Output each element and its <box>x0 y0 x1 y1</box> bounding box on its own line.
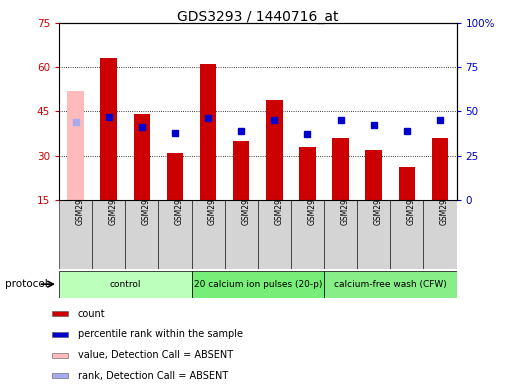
Bar <box>52 311 68 316</box>
Text: GSM296824: GSM296824 <box>407 179 416 225</box>
Text: count: count <box>77 309 105 319</box>
Text: GSM296815: GSM296815 <box>109 179 117 225</box>
Bar <box>101 58 117 200</box>
Text: percentile rank within the sample: percentile rank within the sample <box>77 329 243 339</box>
Bar <box>52 353 68 358</box>
Bar <box>423 200 457 269</box>
Bar <box>432 138 448 200</box>
Bar <box>291 200 324 269</box>
Bar <box>390 200 423 269</box>
Bar <box>233 141 249 200</box>
Bar <box>52 373 68 378</box>
Text: GSM296816: GSM296816 <box>142 179 151 225</box>
Text: GSM296817: GSM296817 <box>175 179 184 225</box>
Text: GSM296823: GSM296823 <box>374 179 383 225</box>
Bar <box>52 332 68 337</box>
Text: GSM296822: GSM296822 <box>341 179 350 225</box>
Text: GSM296819: GSM296819 <box>241 179 250 225</box>
Bar <box>357 200 390 269</box>
Bar <box>67 91 84 200</box>
Bar <box>167 152 183 200</box>
Text: value, Detection Call = ABSENT: value, Detection Call = ABSENT <box>77 350 233 360</box>
Bar <box>324 271 457 298</box>
Text: GSM296814: GSM296814 <box>75 179 85 225</box>
Text: GDS3293 / 1440716_at: GDS3293 / 1440716_at <box>177 10 339 23</box>
Bar <box>258 200 291 269</box>
Bar <box>324 200 357 269</box>
Bar <box>200 64 216 200</box>
Text: control: control <box>109 280 141 289</box>
Bar <box>92 200 125 269</box>
Bar <box>125 200 159 269</box>
Bar <box>299 147 316 200</box>
Bar <box>159 200 191 269</box>
Text: 20 calcium ion pulses (20-p): 20 calcium ion pulses (20-p) <box>193 280 322 289</box>
Bar <box>59 271 191 298</box>
Bar <box>365 150 382 200</box>
Bar <box>332 138 349 200</box>
Text: rank, Detection Call = ABSENT: rank, Detection Call = ABSENT <box>77 371 228 381</box>
Bar <box>191 200 225 269</box>
Bar <box>133 114 150 200</box>
Text: calcium-free wash (CFW): calcium-free wash (CFW) <box>334 280 447 289</box>
Text: GSM296820: GSM296820 <box>274 179 283 225</box>
Text: protocol: protocol <box>5 279 48 289</box>
Text: GSM296818: GSM296818 <box>208 179 217 225</box>
Text: GSM296821: GSM296821 <box>307 179 317 225</box>
Bar <box>399 167 415 200</box>
Text: GSM296825: GSM296825 <box>440 179 449 225</box>
Bar <box>59 200 92 269</box>
Bar <box>266 99 283 200</box>
Bar <box>225 200 258 269</box>
Bar <box>191 271 324 298</box>
